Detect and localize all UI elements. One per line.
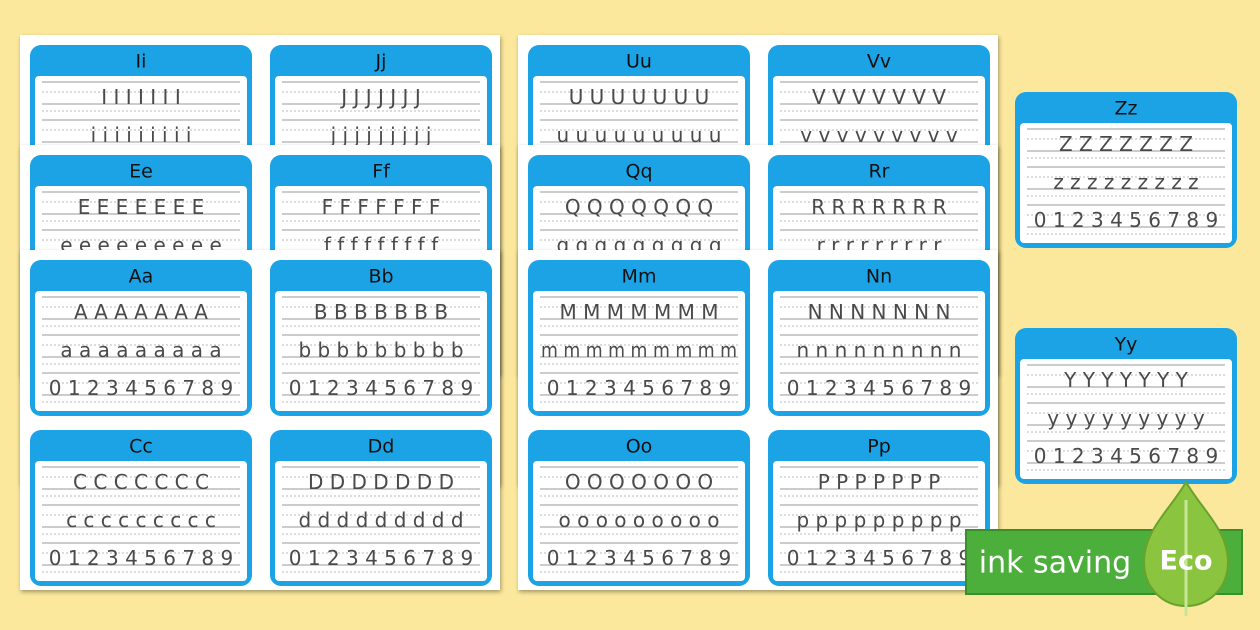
practice-row: Q Q Q Q Q Q Q: [565, 195, 713, 219]
practice-row: 0 1 2 3 4 5 6 7 8 9: [1034, 208, 1218, 232]
card-body: [533, 461, 745, 581]
card-title: Cc: [129, 436, 153, 458]
letter-card: Bb B B B B B B B b b b b b b b b b 0 1 2 3 …: [270, 260, 492, 416]
card-body: [1020, 123, 1232, 243]
card-body: [1020, 359, 1232, 479]
practice-row: Z Z Z Z Z Z Z: [1059, 132, 1193, 156]
card-title: Dd: [368, 436, 395, 458]
card-title: Aa: [129, 266, 154, 288]
practice-row: 0 1 2 3 4 5 6 7 8 9: [289, 376, 473, 400]
practice-row: V V V V V V V: [812, 85, 946, 109]
practice-row: Y Y Y Y Y Y Y: [1063, 368, 1188, 392]
card-body: [35, 461, 247, 581]
practice-row: n n n n n n n n n: [797, 338, 962, 362]
practice-row: U U U U U U U: [569, 85, 710, 109]
card-title: Ff: [372, 161, 391, 183]
eco-icon-text: Eco: [1160, 546, 1213, 577]
card-title: Bb: [368, 266, 393, 288]
practice-row: A A A A A A A: [74, 300, 208, 324]
card-body: [35, 291, 247, 411]
letter-card: Zz Z Z Z Z Z Z Z z z z z z z z z z 0 1 2 3 …: [1015, 92, 1237, 248]
card-title: Jj: [375, 51, 387, 73]
card-title: Ii: [136, 51, 147, 73]
practice-row: a a a a a a a a a: [60, 338, 221, 362]
worksheet: Aa A A A A A A A a a a a a a a a a 0 1 2 3 …: [20, 250, 500, 590]
practice-row: p p p p p p p p p: [796, 508, 961, 532]
practice-row: O O O O O O O: [565, 470, 713, 494]
practice-row: z z z z z z z z z: [1053, 170, 1198, 194]
card-title: Oo: [626, 436, 653, 458]
practice-row: o o o o o o o o o: [559, 508, 720, 532]
letter-card: Mm M M M M M M M m m m m m m m m m 0 1 2 3 …: [528, 260, 750, 416]
practice-row: J J J J J J J: [339, 85, 420, 109]
practice-row: M M M M M M M: [560, 300, 719, 324]
letter-card: Cc C C C C C C C c c c c c c c c c 0 1 2 3 …: [30, 430, 252, 586]
card-body: [533, 291, 745, 411]
practice-row: N N N N N N N: [808, 300, 951, 324]
card-title: Rr: [868, 161, 889, 183]
card-title: Pp: [867, 436, 891, 458]
practice-row: u u u u u u u u u: [557, 123, 722, 147]
practice-row: D D D D D D D: [308, 470, 454, 494]
letter-card: Dd D D D D D D D d d d d d d d d d 0 1 2 3 …: [270, 430, 492, 586]
card-title: Vv: [867, 51, 891, 73]
card-body: [773, 291, 985, 411]
practice-row: j j j j j j j j j: [330, 123, 432, 147]
card-title: Nn: [866, 266, 892, 288]
letter-card: Aa A A A A A A A a a a a a a a a a 0 1 2 3 …: [30, 260, 252, 416]
practice-row: b b b b b b b b b: [298, 338, 463, 362]
practice-row: 0 1 2 3 4 5 6 7 8 9: [547, 376, 731, 400]
practice-row: i i i i i i i i i: [91, 123, 192, 147]
practice-row: R R R R R R R: [811, 195, 947, 219]
practice-row: 0 1 2 3 4 5 6 7 8 9: [547, 546, 731, 570]
practice-row: d d d d d d d d d: [298, 508, 463, 532]
practice-row: 0 1 2 3 4 5 6 7 8 9: [787, 376, 971, 400]
eco-label: ink saving: [979, 546, 1131, 581]
practice-row: F F F F F F F: [322, 195, 441, 219]
worksheet: Mm M M M M M M M m m m m m m m m m 0 1 2 3 …: [518, 250, 998, 590]
practice-row: C C C C C C C: [73, 470, 209, 494]
worksheets: Ii I I I I I I I i i i i i i i i i Jj J J J …: [20, 35, 1237, 590]
practice-row: v v v v v v v v v: [800, 123, 958, 147]
letter-card: Pp P P P P P P P p p p p p p p p p 0 1 2 3 …: [768, 430, 990, 586]
card-body: [275, 291, 487, 411]
practice-row: E E E E E E E: [78, 195, 205, 219]
card-body: [773, 461, 985, 581]
practice-row: m m m m m m m m m: [541, 338, 737, 362]
practice-row: P P P P P P P: [818, 470, 941, 494]
card-title: Qq: [625, 161, 652, 183]
practice-row: 0 1 2 3 4 5 6 7 8 9: [787, 546, 971, 570]
card-title: Mm: [622, 266, 657, 288]
card-title: Yy: [1114, 334, 1138, 356]
practice-row: y y y y y y y y y: [1047, 406, 1205, 430]
card-body: [275, 461, 487, 581]
letter-card: Yy Y Y Y Y Y Y Y y y y y y y y y y 0 1 2 3 …: [1015, 328, 1237, 484]
practice-row: I I I I I I I: [101, 85, 180, 109]
practice-row: 0 1 2 3 4 5 6 7 8 9: [49, 546, 233, 570]
practice-row: 0 1 2 3 4 5 6 7 8 9: [289, 546, 473, 570]
card-title: Uu: [626, 51, 652, 73]
card-title: Ee: [129, 161, 153, 183]
practice-row: B B B B B B B: [314, 300, 448, 324]
card-title: Zz: [1115, 98, 1138, 120]
letter-card: Nn N N N N N N N n n n n n n n n n 0 1 2 3 …: [768, 260, 990, 416]
practice-row: c c c c c c c c c: [66, 508, 216, 532]
practice-row: 0 1 2 3 4 5 6 7 8 9: [1034, 444, 1218, 468]
eco-badge: ink saving Eco: [965, 479, 1243, 616]
letter-card: Oo O O O O O O O o o o o o o o o o 0 1 2 3 …: [528, 430, 750, 586]
practice-row: 0 1 2 3 4 5 6 7 8 9: [49, 376, 233, 400]
